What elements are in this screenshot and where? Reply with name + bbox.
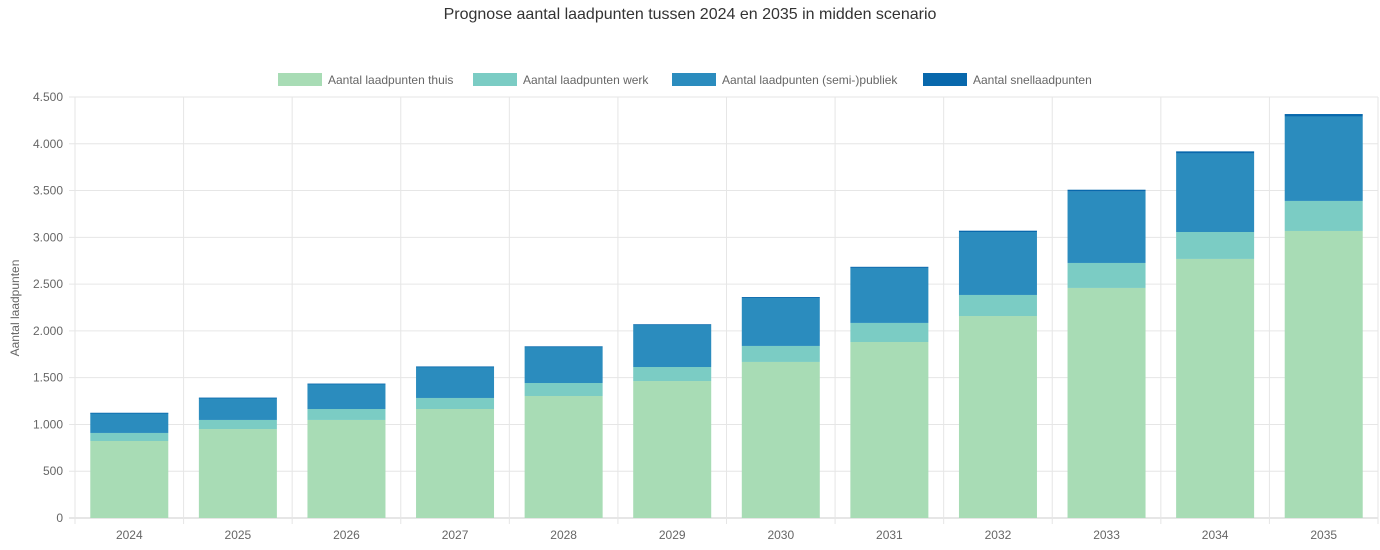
bar-segment [90,413,169,433]
bar-segment [1067,287,1146,518]
bar-segment [416,366,495,368]
bar-segment [90,441,169,518]
bar-segment [90,412,169,414]
y-tick-label: 2.500 [33,277,63,291]
x-tick-label: 2030 [767,528,794,542]
legend-swatch [672,73,716,86]
bar-segment [1284,116,1363,201]
x-tick-label: 2027 [442,528,469,542]
bar-segment [1067,262,1146,288]
bar-segment [416,409,495,518]
bar-segment [850,267,929,323]
bar-segment [90,432,169,442]
y-tick-label: 1.500 [33,371,63,385]
bar-segment [958,294,1037,317]
bar-segment [524,346,603,383]
x-tick-label: 2025 [225,528,252,542]
bar-segment [1067,189,1146,192]
bar-segment [524,382,603,397]
x-tick-label: 2032 [985,528,1012,542]
bar-segment [741,297,820,346]
bar-segment [524,396,603,518]
bar-segment [850,266,929,268]
x-tick-label: 2026 [333,528,360,542]
x-tick-label: 2029 [659,528,686,542]
bar-segment [1284,200,1363,231]
y-tick-label: 4.500 [33,90,63,104]
bar-segment [633,324,712,368]
x-tick-label: 2024 [116,528,143,542]
legend-label: Aantal laadpunten (semi-)publiek [722,73,898,87]
y-tick-label: 4.000 [33,137,63,151]
bar-segment [307,383,386,385]
y-tick-label: 500 [43,464,63,478]
bar-segment [307,419,386,518]
bar-segment [741,345,820,362]
bar-segment [416,367,495,398]
legend-label: Aantal snellaadpunten [973,73,1092,87]
y-tick-label: 2.000 [33,324,63,338]
bar-segment [307,409,386,420]
bar-segment [633,324,712,326]
bar-segment [741,361,820,518]
y-tick-label: 3.500 [33,184,63,198]
bar-segment [307,384,386,410]
bar-segment [958,232,1037,295]
x-tick-label: 2033 [1093,528,1120,542]
bar-segment [850,342,929,518]
bar-segment [198,419,277,430]
legend-swatch [278,73,322,86]
bar-segment [1284,114,1363,117]
x-tick-label: 2031 [876,528,903,542]
bar-segment [1176,258,1255,518]
bar-segment [198,429,277,518]
bar-segment [1067,191,1146,263]
y-tick-label: 0 [56,511,63,525]
chart-title: Prognose aantal laadpunten tussen 2024 e… [443,6,937,23]
y-tick-label: 1.000 [33,417,63,431]
bar-segment [1284,230,1363,518]
legend-swatch [473,73,517,86]
bar-segment [416,397,495,410]
y-axis-label: Aantal laadpunten [8,260,22,357]
bar-segment [850,322,929,343]
legend-swatch [923,73,967,86]
x-tick-label: 2034 [1202,528,1229,542]
bar-segment [198,397,277,399]
x-tick-label: 2035 [1310,528,1337,542]
bar-segment [958,316,1037,518]
legend-label: Aantal laadpunten thuis [328,73,453,87]
bar-segment [741,297,820,298]
legend-label: Aantal laadpunten werk [523,73,649,87]
bar-segment [524,346,603,348]
bar-segment [633,367,712,382]
bar-segment [1176,232,1255,259]
bar-segment [633,381,712,518]
bar-segment [1176,153,1255,233]
bar-segment [958,230,1037,233]
bar-segment [198,397,277,420]
y-tick-label: 3.000 [33,230,63,244]
x-tick-label: 2028 [550,528,577,542]
bar-segment [1176,151,1255,154]
